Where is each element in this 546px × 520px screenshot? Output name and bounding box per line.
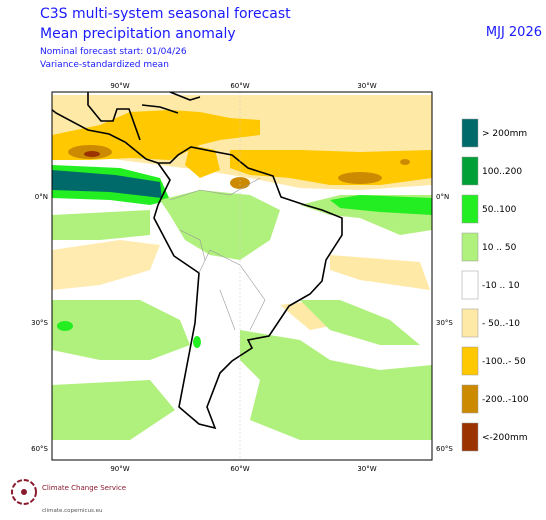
legend-label: -200..-100 bbox=[482, 395, 529, 405]
map-frame bbox=[51, 91, 433, 461]
legend-swatch bbox=[461, 118, 479, 148]
lon-label: 30°W bbox=[357, 82, 376, 90]
legend-swatch bbox=[461, 232, 479, 262]
logo-icon bbox=[11, 479, 37, 505]
start-date: Nominal forecast start: 01/04/26 bbox=[40, 47, 187, 57]
map bbox=[52, 92, 432, 460]
period: MJJ 2026 bbox=[486, 25, 542, 40]
lat-label: 60°S bbox=[31, 445, 48, 453]
lat-label: 0°N bbox=[35, 193, 48, 201]
legend-label: 100..200 bbox=[482, 167, 522, 177]
logo-url: climate.copernicus.eu bbox=[42, 508, 103, 514]
lat-label: 60°S bbox=[436, 445, 453, 453]
logo-name: Climate Change Service bbox=[42, 484, 126, 492]
lon-label: 30°W bbox=[357, 465, 376, 473]
legend-swatch bbox=[461, 346, 479, 376]
legend-label: <-200mm bbox=[482, 433, 528, 443]
method: Variance-standardized mean bbox=[40, 60, 169, 70]
title: C3S multi-system seasonal forecast bbox=[40, 6, 291, 22]
legend-swatch bbox=[461, 308, 479, 338]
lon-label: 60°W bbox=[230, 465, 249, 473]
lon-label: 90°W bbox=[110, 465, 129, 473]
lon-label: 60°W bbox=[230, 82, 249, 90]
legend-swatch bbox=[461, 270, 479, 300]
legend-label: 10 .. 50 bbox=[482, 243, 517, 253]
subtitle: Mean precipitation anomaly bbox=[40, 26, 236, 42]
lat-label: 30°S bbox=[436, 319, 453, 327]
lat-label: 30°S bbox=[31, 319, 48, 327]
legend-label: > 200mm bbox=[482, 129, 527, 139]
lat-label: 0°N bbox=[436, 193, 449, 201]
legend-label: -100..- 50 bbox=[482, 357, 526, 367]
legend-swatch bbox=[461, 156, 479, 186]
legend-swatch bbox=[461, 422, 479, 452]
lon-label: 90°W bbox=[110, 82, 129, 90]
legend-swatch bbox=[461, 194, 479, 224]
legend-label: 50..100 bbox=[482, 205, 517, 215]
legend-label: -10 .. 10 bbox=[482, 281, 520, 291]
legend-label: - 50..-10 bbox=[482, 319, 520, 329]
legend-swatch bbox=[461, 384, 479, 414]
